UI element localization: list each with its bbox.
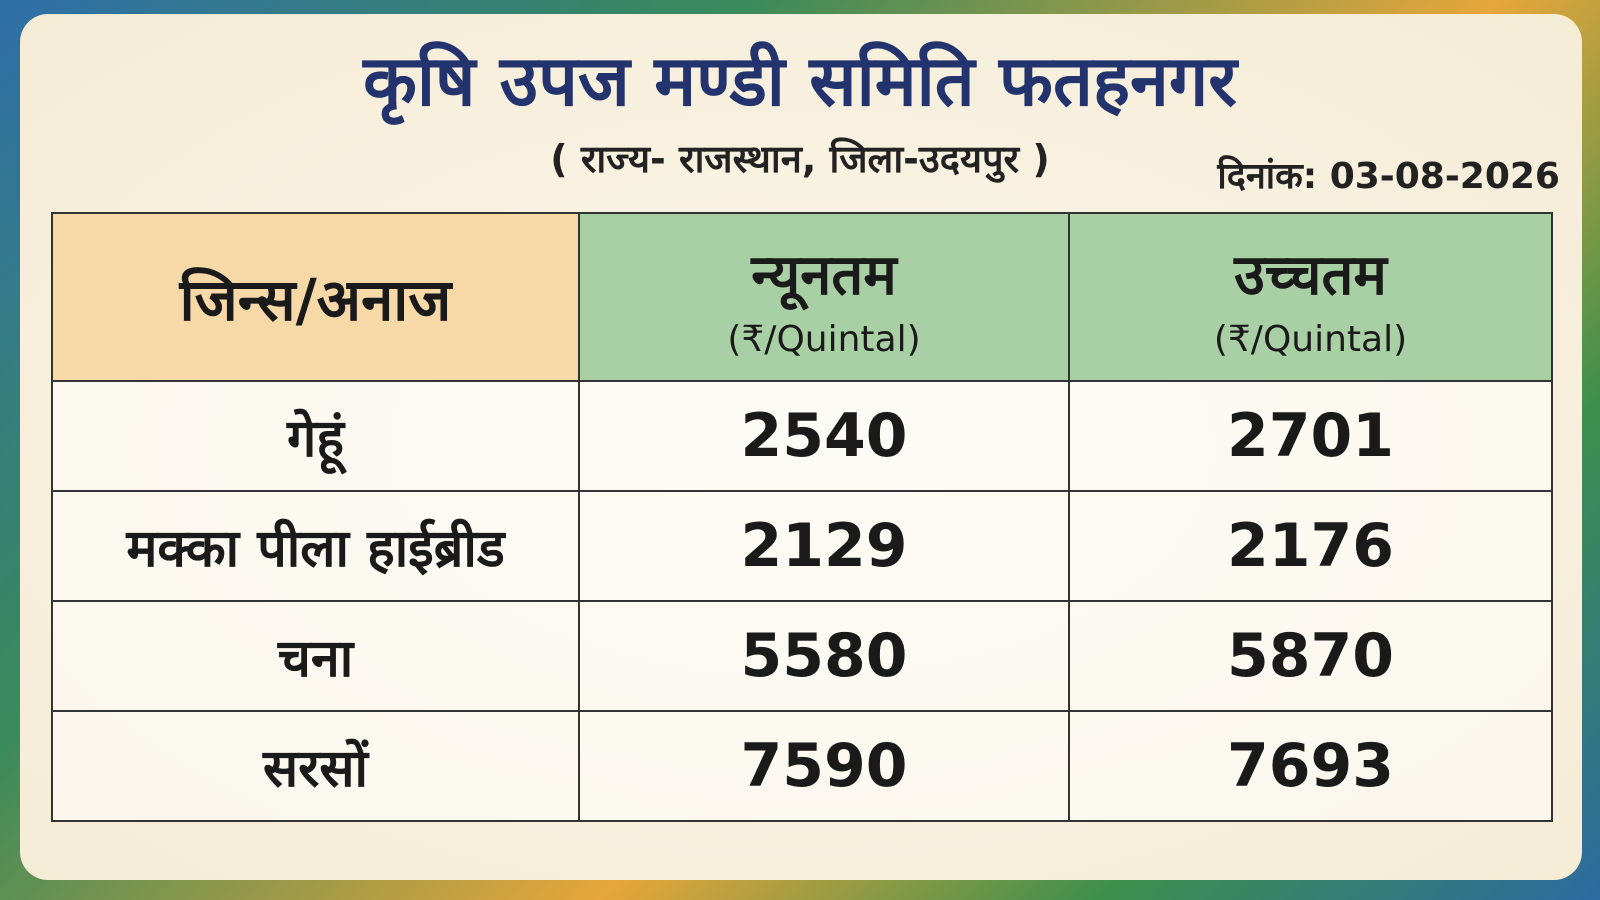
table-row: चना 5580 5870 [51,600,1553,712]
price: 2540 [578,380,1070,492]
table-body: गेहूं 2540 2701 मक्का पीला हाईब्रीड 2129 2176… [51,380,1553,822]
price: 5580 [578,600,1070,712]
commodity: चना [51,600,580,712]
column-label: जिन्स/अनाज [179,265,452,334]
price: 2176 [1068,490,1553,602]
price: 7693 [1068,710,1553,822]
price: 2129 [578,490,1070,602]
table-row: गेहूं 2540 2701 [51,380,1553,492]
column-unit: (₹/Quintal) [727,318,921,360]
column-label: उच्चतम [1234,242,1387,308]
commodity: गेहूं [51,380,580,492]
commodity: सरसों [51,710,580,822]
table-row: सरसों 7590 7693 [51,710,1553,822]
column-label: न्यूनतम [751,242,897,308]
price: 7590 [578,710,1070,822]
title: कृषि उपज मण्डी समिति फतहनगर [363,40,1237,122]
table-row: मक्का पीला हाईब्रीड 2129 2176 [51,490,1553,602]
column-unit: (₹/Quintal) [1213,318,1408,360]
column-header: जिन्स/अनाज [51,212,580,382]
price: 2701 [1068,380,1553,492]
date: दिनांक: 03-08-2026 [1217,156,1560,197]
column-header: उच्चतम (₹/Quintal) [1068,212,1553,382]
price: 5870 [1068,600,1553,712]
commodity: मक्का पीला हाईब्रीड [51,490,580,602]
column-header: न्यूनतम (₹/Quintal) [578,212,1070,382]
price-table: जिन्स/अनाज न्यूनतम (₹/Quintal) उच्चतम (₹/Qui… [51,212,1553,822]
header-row: जिन्स/अनाज न्यूनतम (₹/Quintal) उच्चतम (₹/Qui… [51,212,1553,382]
subtitle: ( राज्य- राजस्थान, जिला-उदयपुर ) [550,137,1050,181]
